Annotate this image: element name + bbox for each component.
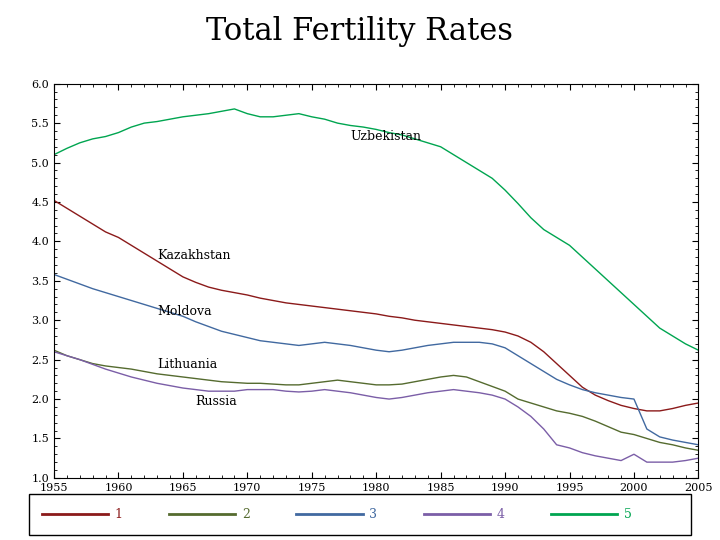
Text: Kazakhstan: Kazakhstan: [157, 249, 230, 262]
Text: Total Fertility Rates: Total Fertility Rates: [207, 16, 513, 47]
Text: 2: 2: [242, 508, 250, 521]
Text: 3: 3: [369, 508, 377, 521]
Text: 1: 1: [115, 508, 123, 521]
Text: Moldova: Moldova: [157, 305, 212, 318]
Text: Lithuania: Lithuania: [157, 357, 217, 370]
Text: 4: 4: [497, 508, 505, 521]
Text: 5: 5: [624, 508, 631, 521]
Text: Russia: Russia: [196, 395, 238, 408]
FancyBboxPatch shape: [29, 494, 691, 535]
Text: Uzbekistan: Uzbekistan: [351, 131, 421, 144]
